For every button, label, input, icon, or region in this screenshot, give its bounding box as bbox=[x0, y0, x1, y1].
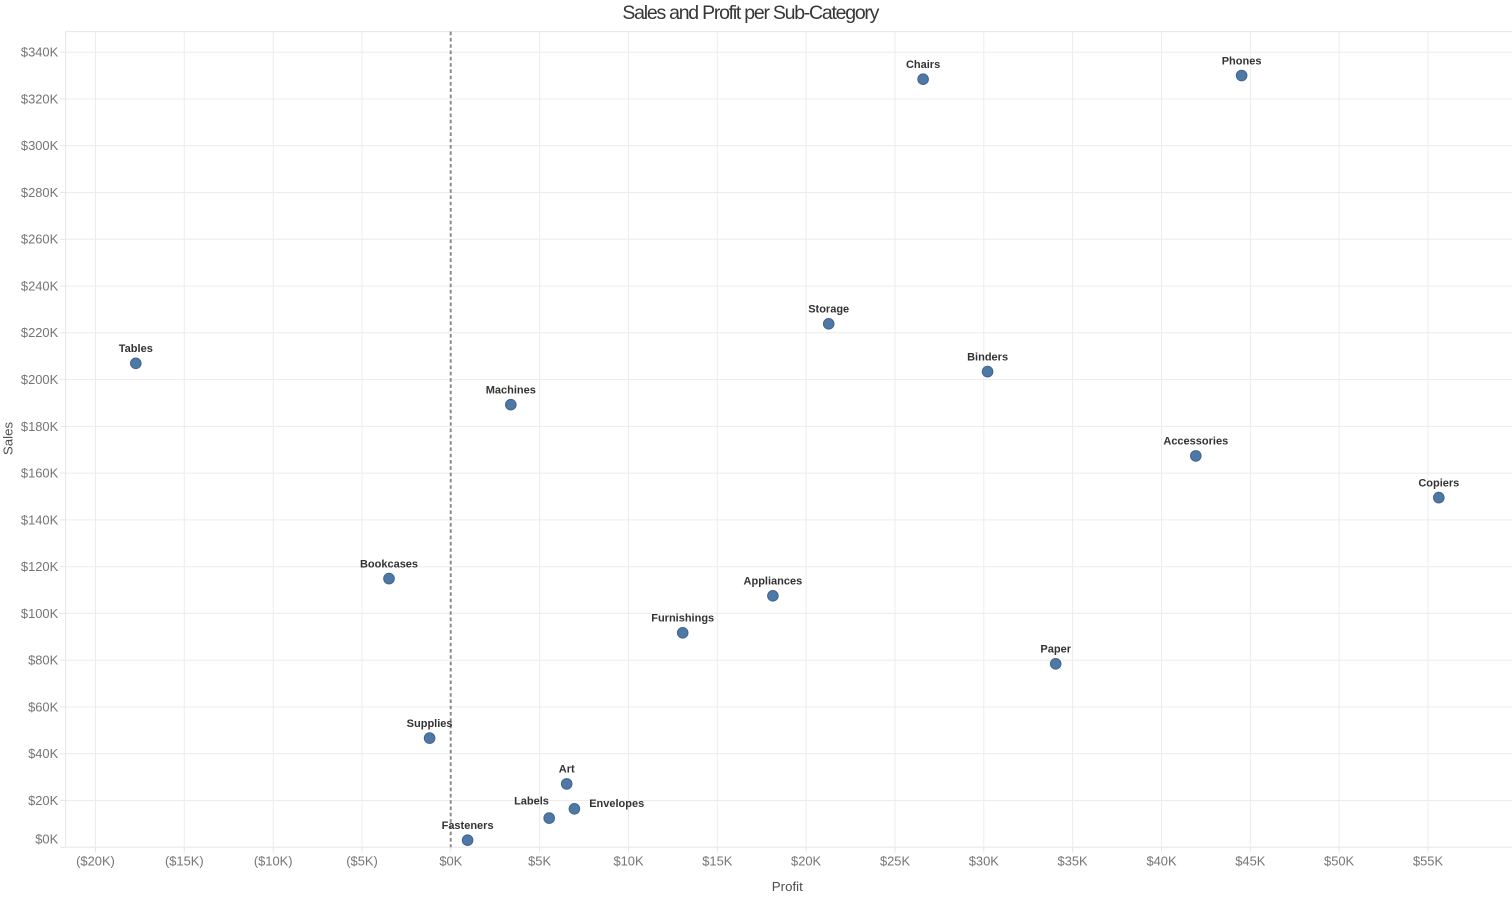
svg-text:$280K: $280K bbox=[21, 185, 59, 200]
svg-text:Phones: Phones bbox=[1222, 55, 1262, 67]
svg-text:Labels: Labels bbox=[514, 795, 549, 807]
svg-text:$340K: $340K bbox=[21, 45, 59, 60]
svg-text:Fasteners: Fasteners bbox=[442, 820, 494, 832]
svg-text:$140K: $140K bbox=[21, 512, 59, 527]
svg-text:($15K): ($15K) bbox=[165, 854, 204, 869]
svg-text:Paper: Paper bbox=[1040, 644, 1071, 656]
svg-text:Copiers: Copiers bbox=[1418, 477, 1459, 489]
svg-text:$160K: $160K bbox=[21, 466, 59, 481]
svg-text:$0K: $0K bbox=[439, 854, 462, 869]
svg-text:$320K: $320K bbox=[21, 91, 59, 106]
svg-text:$240K: $240K bbox=[21, 278, 59, 293]
svg-text:Accessories: Accessories bbox=[1163, 436, 1228, 448]
svg-text:Sales: Sales bbox=[0, 422, 15, 456]
svg-text:$5K: $5K bbox=[528, 854, 551, 869]
svg-text:Chairs: Chairs bbox=[906, 59, 940, 71]
svg-text:$60K: $60K bbox=[28, 699, 59, 714]
svg-text:$0K: $0K bbox=[35, 832, 58, 847]
svg-text:$45K: $45K bbox=[1235, 854, 1266, 869]
svg-text:$15K: $15K bbox=[702, 854, 733, 869]
svg-text:$100K: $100K bbox=[21, 606, 59, 621]
svg-text:$50K: $50K bbox=[1324, 854, 1355, 869]
svg-text:($20K): ($20K) bbox=[76, 854, 115, 869]
svg-text:$80K: $80K bbox=[28, 653, 59, 668]
svg-text:Art: Art bbox=[559, 764, 575, 776]
svg-text:$300K: $300K bbox=[21, 138, 59, 153]
svg-text:$10K: $10K bbox=[613, 854, 644, 869]
svg-text:Appliances: Appliances bbox=[744, 576, 803, 588]
svg-text:$30K: $30K bbox=[969, 854, 1000, 869]
svg-text:Tables: Tables bbox=[119, 343, 153, 355]
svg-text:$260K: $260K bbox=[21, 232, 59, 247]
svg-text:$55K: $55K bbox=[1413, 854, 1444, 869]
svg-text:$40K: $40K bbox=[28, 746, 59, 761]
svg-text:Profit: Profit bbox=[772, 879, 803, 894]
svg-text:Storage: Storage bbox=[808, 304, 849, 316]
svg-text:$220K: $220K bbox=[21, 325, 59, 340]
svg-text:$40K: $40K bbox=[1146, 854, 1177, 869]
svg-text:$35K: $35K bbox=[1058, 854, 1089, 869]
svg-text:Furnishings: Furnishings bbox=[651, 613, 714, 625]
svg-text:$20K: $20K bbox=[791, 854, 822, 869]
svg-text:($10K): ($10K) bbox=[254, 854, 293, 869]
svg-text:$25K: $25K bbox=[880, 854, 911, 869]
svg-text:$20K: $20K bbox=[28, 793, 59, 808]
svg-text:Bookcases: Bookcases bbox=[360, 558, 418, 570]
svg-text:Envelopes: Envelopes bbox=[589, 798, 644, 810]
svg-text:Binders: Binders bbox=[967, 351, 1008, 363]
svg-text:Machines: Machines bbox=[486, 385, 536, 397]
svg-text:Supplies: Supplies bbox=[407, 718, 453, 730]
svg-text:$200K: $200K bbox=[21, 372, 59, 387]
svg-text:$120K: $120K bbox=[21, 559, 59, 574]
svg-text:Sales and Profit per Sub-Categ: Sales and Profit per Sub-Category bbox=[622, 2, 879, 24]
svg-text:$180K: $180K bbox=[21, 419, 59, 434]
svg-text:($5K): ($5K) bbox=[346, 854, 378, 869]
